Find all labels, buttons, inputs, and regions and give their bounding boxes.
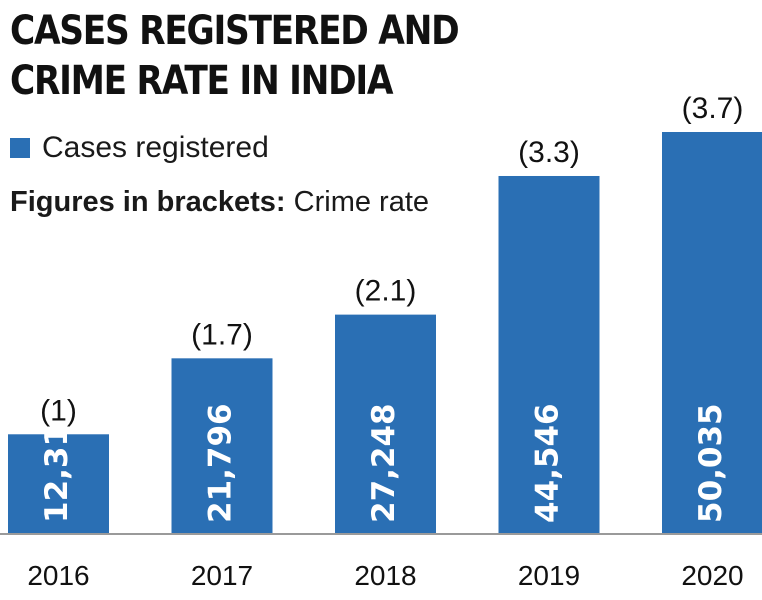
legend: Cases registered [10,130,269,166]
bar-2017 [171,358,273,533]
note-strong-text: Figures in brackets: [10,186,286,218]
crime-rate-label-2020: (3.7) [682,92,744,125]
bar-2020 [662,132,762,533]
bar-2019 [498,175,600,534]
bar-2016 [8,434,109,533]
crime-rate-label-2018: (2.1) [355,275,417,308]
bar-value-label-2017: 21,796 [203,403,239,523]
bars-group: 12,317 21,796 27,248 44,546 50,035 [8,132,762,534]
crime-rate-note: Figures in brackets: Crime rate [10,184,429,220]
x-axis-tick-labels: 2016 2017 2018 2019 2020 [27,560,743,591]
x-tick-label-2020: 2020 [681,560,743,591]
bar-2018 [335,314,436,533]
note-text: Crime rate [293,186,430,218]
x-tick-label-2016: 2016 [27,560,89,591]
crime-rate-label-2016: (1) [40,394,77,427]
chart-title: CASES REGISTERED AND CRIME RATE IN INDIA [10,8,460,104]
x-tick-label-2019: 2019 [518,560,580,591]
x-tick-label-2018: 2018 [354,560,416,591]
crime-rate-label-2017: (1.7) [191,318,253,351]
legend-label: Cases registered [42,131,269,164]
legend-swatch [10,138,30,158]
bar-value-label-2019: 44,546 [530,403,566,523]
crime-rate-label-2019: (3.3) [518,136,580,169]
crime-rate-labels: (1) (1.7) (2.1) (3.3) (3.7) [40,92,743,427]
bar-value-label-2016: 12,317 [39,403,75,523]
x-tick-label-2017: 2017 [191,560,253,591]
bar-value-label-2020: 50,035 [693,403,729,523]
bar-value-label-2018: 27,248 [366,403,402,523]
